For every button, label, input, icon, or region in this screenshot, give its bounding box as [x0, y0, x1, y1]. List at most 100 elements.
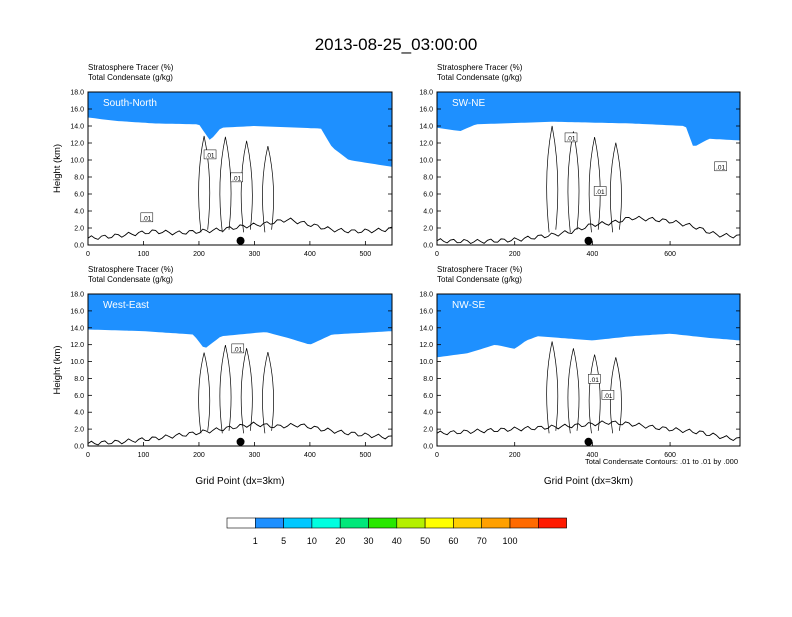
y-tick-label: 2.0 — [423, 427, 433, 434]
colorbar-label: 5 — [281, 536, 286, 546]
contour-label: .01 — [716, 164, 725, 171]
contour-label-box — [230, 172, 243, 183]
panel-subtitle-tracer: Stratosphere Tracer (%) — [437, 265, 523, 274]
panel-sn: Stratosphere Tracer (%)Total Condensate … — [52, 63, 393, 258]
plot-frame — [87, 91, 393, 246]
plot-area: .01 — [88, 294, 392, 446]
y-tick-label: 0.0 — [423, 243, 433, 250]
x-tick-label: 100 — [138, 452, 150, 459]
contour-line — [546, 125, 559, 233]
y-tick-label: 0.0 — [74, 444, 84, 451]
colorbar: 1 5 10 20 30 40 50 60 70 100 — [226, 517, 567, 546]
contour-label-box — [231, 343, 245, 354]
x-tick-label: 400 — [587, 251, 599, 258]
contour-label: .01 — [232, 175, 241, 182]
y-tick-label: 2.0 — [74, 427, 84, 434]
y-tick-label: 2.0 — [74, 226, 84, 233]
y-tick-label: 2.0 — [423, 226, 433, 233]
contour-line — [567, 131, 580, 233]
footnote: Total Condensate Contours: .01 to .01 by… — [585, 457, 738, 466]
colorbar-label: 40 — [392, 536, 402, 546]
x-tick-label: 400 — [587, 452, 599, 459]
contour-line — [219, 136, 232, 233]
contour-line — [262, 352, 274, 434]
panel-subtitle-tracer: Stratosphere Tracer (%) — [88, 265, 174, 274]
y-tick-label: 6.0 — [423, 393, 433, 400]
y-tick-label: 6.0 — [74, 192, 84, 199]
y-tick-label: 18.0 — [419, 292, 433, 299]
contour-label-box — [140, 212, 154, 223]
contour-label-box — [601, 390, 615, 400]
x-tick-label: 500 — [360, 452, 372, 459]
y-tick-label: 10.0 — [70, 359, 84, 366]
y-tick-label: 8.0 — [423, 175, 433, 182]
y-tick-label: 18.0 — [70, 90, 84, 97]
panel-subtitle-tracer: Stratosphere Tracer (%) — [437, 63, 523, 72]
y-tick-label: 18.0 — [70, 292, 84, 299]
tracer-band-10 — [437, 294, 740, 358]
colorbar-swatch — [339, 517, 369, 529]
contour-label-box — [564, 132, 578, 143]
panel-subtitle-tracer: Stratosphere Tracer (%) — [88, 63, 174, 72]
x-tick-label: 400 — [304, 452, 316, 459]
plot-area: .01 .01 .01 — [88, 92, 392, 245]
x-tick-label: 300 — [249, 452, 261, 459]
condensate-contours — [198, 135, 274, 233]
panel-subtitle-condensate: Total Condensate (g/kg) — [437, 275, 522, 284]
panel-label: South-North — [103, 98, 157, 109]
plot-frame — [436, 293, 741, 447]
colorbar-swatch — [396, 517, 426, 529]
x-tick-label: 0 — [86, 251, 90, 258]
plot-area: .01 .01 .01 — [437, 92, 740, 245]
location-marker — [584, 236, 593, 245]
y-tick-label: 8.0 — [74, 376, 84, 383]
x-tick-label: 0 — [435, 251, 439, 258]
y-tick-label: 6.0 — [423, 192, 433, 199]
condensate-contours — [546, 125, 622, 233]
contour-line — [567, 348, 580, 434]
contour-line — [588, 137, 601, 233]
panel-label: West-East — [103, 300, 149, 311]
tracer-band-10 — [88, 294, 392, 348]
colorbar-swatch — [453, 517, 482, 529]
colorbar-swatch — [509, 517, 539, 529]
x-tick-label: 100 — [138, 251, 150, 258]
y-tick-label: 4.0 — [74, 209, 84, 216]
y-tick-label: 18.0 — [419, 90, 433, 97]
contour-label-box — [714, 161, 727, 172]
colorbar-swatch — [368, 517, 398, 529]
y-axis-label: Height (km) — [52, 345, 63, 394]
terrain-line — [88, 217, 392, 240]
panel-subtitle-condensate: Total Condensate (g/kg) — [88, 73, 173, 82]
terrain-line — [437, 215, 740, 245]
panel-subtitle-condensate: Total Condensate (g/kg) — [437, 73, 522, 82]
colorbar-label: 1 — [253, 536, 258, 546]
colorbar-label: 60 — [448, 536, 458, 546]
y-tick-label: 14.0 — [419, 124, 433, 131]
y-tick-label: 4.0 — [423, 209, 433, 216]
x-axis-label: Grid Point (dx=3km) — [544, 476, 633, 487]
contour-label-box — [588, 374, 601, 384]
contour-line — [609, 142, 622, 233]
x-tick-label: 200 — [509, 251, 521, 258]
location-marker — [584, 437, 593, 446]
y-tick-label: 14.0 — [419, 325, 433, 332]
x-tick-label: 0 — [86, 452, 90, 459]
condensate-contours — [546, 341, 622, 434]
y-tick-label: 0.0 — [74, 243, 84, 250]
y-tick-label: 8.0 — [423, 376, 433, 383]
contour-line — [240, 140, 253, 233]
y-tick-label: 14.0 — [70, 124, 84, 131]
panel-we: Stratosphere Tracer (%)Total Condensate … — [52, 265, 393, 487]
y-tick-label: 10.0 — [70, 158, 84, 165]
x-tick-label: 200 — [509, 452, 521, 459]
panel-label: NW-SE — [452, 300, 485, 311]
plot-frame — [436, 91, 741, 246]
plot-area: .01 .01 — [437, 294, 740, 446]
colorbar-label: 30 — [363, 536, 373, 546]
contour-label: .01 — [233, 346, 242, 353]
colorbar-swatch — [311, 517, 341, 529]
contour-label: .01 — [566, 135, 575, 142]
contour-label: .01 — [206, 152, 215, 159]
